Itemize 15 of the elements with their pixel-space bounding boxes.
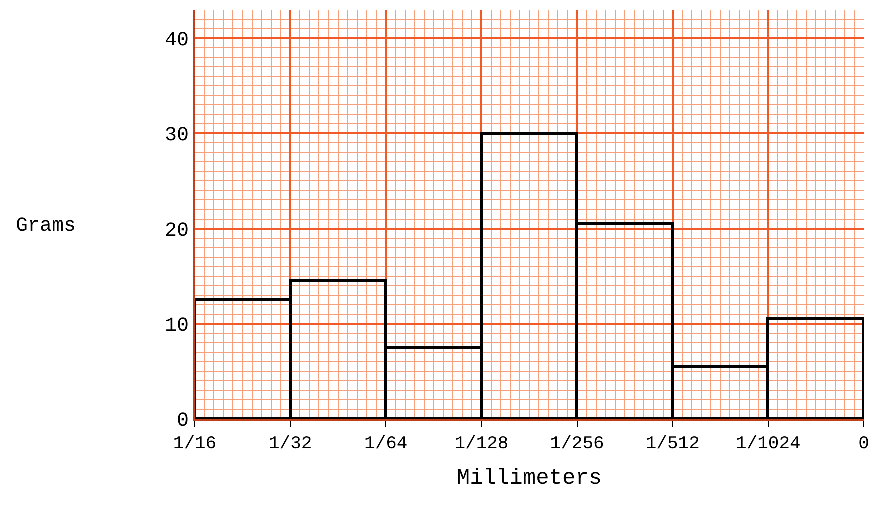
y-tick-label: 10: [164, 314, 189, 338]
x-tick-label: 1/512: [646, 434, 700, 455]
x-tick-label: 1/128: [454, 434, 509, 455]
x-tick-label: 1/16: [173, 434, 217, 455]
x-axis-title: Millimeters: [456, 466, 602, 491]
y-tick-label: 30: [164, 124, 189, 148]
x-tick-label: 1/32: [268, 434, 312, 455]
x-tick-label: 1/64: [364, 434, 408, 455]
x-tick-label: 0: [858, 434, 870, 455]
x-tick-label: 1/256: [550, 434, 604, 455]
x-tick-label: 1/1024: [736, 434, 801, 455]
y-tick-label: 40: [164, 30, 189, 53]
y-tick-label: 20: [164, 220, 189, 243]
y-axis-title: Grams: [16, 215, 76, 238]
y-tick-label: 0: [176, 410, 189, 433]
